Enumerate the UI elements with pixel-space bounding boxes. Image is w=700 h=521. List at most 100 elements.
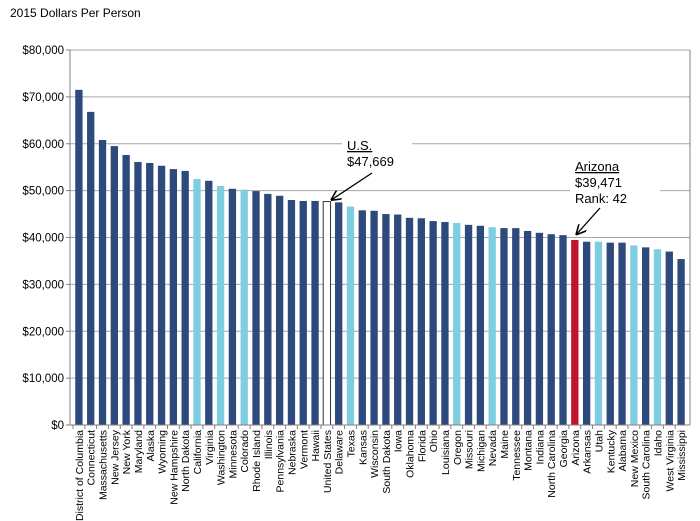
bar-missouri	[464, 224, 473, 425]
x-tick-label: North Carolina	[546, 430, 558, 498]
bar-california	[193, 178, 201, 425]
bar-oklahoma	[405, 217, 414, 425]
bar-new-york	[122, 155, 130, 425]
x-tick-label: Idaho	[652, 430, 664, 456]
x-tick-label: Kansas	[357, 430, 369, 465]
bar-georgia	[559, 235, 567, 425]
annotation-arizona-rank: Rank: 42	[575, 191, 627, 206]
bar-nebraska	[287, 200, 296, 425]
x-tick-label: Oklahoma	[405, 430, 417, 478]
x-tick-label: Pennsylvania	[275, 430, 287, 493]
bar-rhode-island	[252, 191, 260, 425]
bar-pennsylvania	[275, 195, 284, 425]
x-tick-label: District of Columbia	[74, 430, 86, 521]
x-tick-label: Montana	[523, 430, 535, 471]
bar-michigan	[476, 225, 485, 425]
x-tick-label: Indiana	[534, 430, 546, 465]
bar-south-dakota	[382, 214, 390, 425]
bar-maryland	[134, 162, 142, 425]
bar-district-of-columbia	[75, 89, 83, 425]
bar-illinois	[264, 193, 272, 425]
x-tick-label: Rhode Island	[251, 430, 263, 492]
bar-new-hampshire	[169, 169, 178, 425]
x-tick-label: Kentucky	[605, 429, 617, 473]
bar-south-carolina	[642, 247, 650, 425]
bar-minnesota	[228, 188, 237, 425]
bar-vermont	[299, 200, 307, 425]
x-tick-label: New Mexico	[629, 430, 641, 487]
bar-virginia	[205, 180, 213, 425]
bar-idaho	[653, 249, 662, 425]
bar-texas	[346, 206, 355, 425]
bar-connecticut	[87, 111, 95, 425]
bar-ohio	[429, 221, 437, 425]
x-tick-label: Vermont	[298, 430, 310, 469]
x-tick-label: Delaware	[334, 430, 346, 475]
annotation-arizona-value: $39,471	[575, 175, 622, 190]
bar-north-carolina	[547, 234, 555, 425]
x-tick-label: Louisiana	[440, 430, 452, 475]
x-tick-label: Texas	[345, 430, 357, 457]
x-tick-label: Virginia	[204, 430, 216, 465]
y-tick-label: $10,000	[22, 373, 64, 385]
annotation-arizona-title: Arizona	[575, 159, 620, 174]
bar-new-jersey	[110, 146, 118, 425]
x-tick-label: Hawaii	[310, 430, 322, 462]
bar-washington	[216, 185, 225, 425]
bar-delaware	[335, 202, 343, 425]
bar-mississippi	[677, 259, 685, 425]
bar-oregon	[453, 222, 461, 425]
x-tick-label: Nebraska	[286, 430, 298, 475]
x-tick-label: Connecticut	[86, 430, 98, 486]
x-tick-label: Illinois	[263, 430, 275, 459]
y-tick-label: $40,000	[22, 233, 64, 245]
bar-colorado	[240, 189, 248, 425]
x-tick-label: South Carolina	[641, 430, 653, 500]
bar-kentucky	[606, 242, 614, 425]
x-tick-label: Michigan	[475, 430, 487, 472]
x-tick-label: Missouri	[464, 430, 476, 469]
annotation-us-arrow	[332, 172, 373, 200]
bar-alaska	[146, 162, 154, 425]
x-tick-label: Maryland	[133, 430, 145, 473]
x-tick-label: Iowa	[393, 430, 405, 452]
bar-wyoming	[157, 165, 166, 425]
bar-louisiana	[441, 222, 449, 425]
y-tick-label: $20,000	[22, 326, 64, 338]
x-tick-label: Wisconsin	[369, 430, 381, 478]
x-tick-label: West Virginia	[664, 430, 676, 492]
x-tick-label: New Jersey	[109, 429, 121, 485]
x-tick-label: South Dakota	[381, 430, 393, 494]
x-tick-label: Georgia	[558, 430, 570, 468]
x-tick-label: Ohio	[428, 430, 440, 452]
bar-maine	[500, 228, 508, 425]
y-axis-label: 2015 Dollars Per Person	[10, 6, 141, 20]
x-tick-label: Arkansas	[582, 430, 594, 474]
annotation-arizona-box	[570, 158, 660, 214]
x-tick-label: Utah	[593, 430, 605, 452]
y-tick-label: $60,000	[22, 139, 64, 151]
y-tick-label: $0	[51, 420, 64, 432]
bar-hawaii	[311, 200, 319, 425]
x-tick-label: Wyoming	[157, 430, 169, 474]
annotation-us-title: U.S.	[347, 138, 372, 153]
bar-nevada	[488, 227, 496, 425]
bar-iowa	[394, 214, 402, 425]
x-tick-label: Tennessee	[511, 430, 523, 481]
x-tick-label: United States	[322, 430, 334, 493]
bar-arizona	[571, 239, 579, 425]
x-tick-label: Washington	[216, 430, 228, 485]
x-tick-label: North Dakota	[180, 430, 192, 492]
bar-alabama	[618, 242, 626, 425]
bar-west-virginia	[665, 251, 673, 425]
bar-arkansas	[582, 241, 591, 425]
y-tick-label: $70,000	[22, 92, 64, 104]
bar-north-dakota	[181, 170, 189, 425]
x-tick-label: Nevada	[487, 430, 499, 466]
y-tick-label: $50,000	[22, 186, 64, 198]
bar-united-states	[322, 201, 332, 426]
x-tick-label: Massachusetts	[98, 430, 110, 500]
x-tick-label: Colorado	[239, 430, 251, 473]
